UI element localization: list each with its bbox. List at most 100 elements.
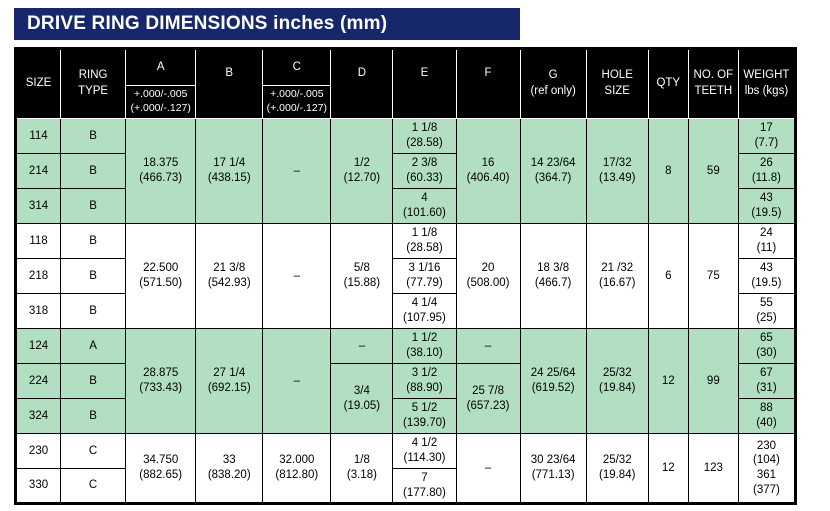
weight-cell: 55 (25) [737,293,797,329]
dim-d-cell: – [330,328,394,364]
table-row: 330 C 7 (177.80) [14,468,796,504]
weight-cell: 230 (104) 361 (377) [737,433,797,504]
dim-e-cell: 3 1/2 (88.90) [392,363,457,399]
weight-cell: 43 (19.5) [737,188,797,224]
col-header-d: D [330,48,394,119]
col-header-weight: WEIGHT lbs (kgs) [737,48,797,119]
col-header-a: A [125,48,197,86]
dim-b-cell: 17 1/4 (438.15) [195,118,264,224]
dim-g-cell: 18 3/8 (466.7) [519,223,587,329]
weight-cell: 26 (11.8) [737,153,797,189]
ring-type-cell: B [60,293,127,329]
table-row: 318 B 4 1/4 (107.95) 55 (25) [14,293,797,329]
ring-type-cell: A [60,328,127,364]
weight-cell: 43 (19.5) [737,258,797,294]
dim-f-cell: – [455,433,521,504]
size-cell: 224 [14,363,62,399]
dim-c-cell: 32.000 (812.80) [262,433,332,504]
table-row: 214 B 2 3/8 (60.33) 26 (11.8) [14,153,797,189]
col-header-c: C [262,48,332,86]
qty-cell: 6 [647,223,689,329]
dim-d-cell: 3/4 (19.05) [330,363,394,434]
hole-size-cell: 17/32 (13.49) [585,118,649,224]
dim-g-cell: 14 23/64 (364.7) [519,118,587,224]
weight-cell: 65 (30) [737,328,797,364]
table-row: 114 B 18.375 (466.73) 17 1/4 (438.15) – … [14,118,797,224]
table-row: 218 B 3 1/16 (77.79) 43 (19.5) [14,258,797,294]
weight-cell: 17 (7.7) [737,118,797,154]
dim-f-cell: 16 (406.40) [455,118,521,224]
qty-cell: 12 [647,328,689,434]
qty-cell: 8 [647,118,689,224]
dim-e-cell: 1 1/8 (28.58) [392,223,457,259]
weight-cell: 24 (11) [737,223,797,259]
dim-g-cell: 24 25/64 (619.52) [519,328,587,434]
size-cell: 118 [14,223,62,259]
size-cell: 318 [14,293,62,329]
col-header-qty: QTY [647,48,689,119]
size-cell: 330 [14,468,62,504]
dim-e-cell: 5 1/2 (139.70) [392,398,457,434]
hole-size-cell: 21 /32 (16.67) [585,223,649,329]
qty-cell: 12 [647,433,689,504]
dim-b-cell: 33 (838.20) [195,433,264,504]
col-header-no-of-teeth: NO. OF TEETH [687,48,739,119]
dim-a-cell: 22.500 (571.50) [125,223,197,329]
dim-d-cell: 1/8 (3.18) [330,433,394,504]
dim-d-cell: 5/8 (15.88) [330,223,394,329]
size-cell: 124 [14,328,62,364]
size-cell: 314 [14,188,62,224]
dim-a-cell: 34.750 (882.65) [125,433,197,504]
size-cell: 218 [14,258,62,294]
dim-e-cell: 1 1/8 (28.58) [392,118,457,154]
ring-type-cell: B [60,223,127,259]
dim-e-cell: 3 1/16 (77.79) [392,258,457,294]
table-row: 124 A 28.875 (733.43) 27 1/4 (692.15) – … [14,328,797,434]
table-row: 118 B 22.500 (571.50) 21 3/8 (542.93) – … [14,223,797,329]
ring-type-cell: C [60,433,127,469]
ring-type-cell: C [60,468,127,504]
ring-type-cell: B [60,153,127,189]
ring-type-cell: B [60,188,127,224]
dim-f-cell: 25 7/8 (657.23) [455,363,521,434]
hole-size-cell: 25/32 (19.84) [585,328,649,434]
size-cell: 230 [14,433,62,469]
col-header-c-tolerance: +.000/-.005 (+.000/-.127) [262,85,332,119]
ring-type-cell: B [60,398,127,434]
teeth-cell: 123 [687,433,739,504]
dim-e-cell: 1 1/2 (38.10) [392,328,457,364]
dim-c-cell: – [262,328,332,434]
dim-d-cell: 1/2 (12.70) [330,118,394,224]
col-header-hole-size: HOLE SIZE [585,48,649,119]
ring-type-cell: B [60,118,127,154]
dim-e-cell: 4 1/4 (107.95) [392,293,457,329]
dim-b-cell: 27 1/4 (692.15) [195,328,264,434]
table-row: 314 B 4 (101.60) 43 (19.5) [14,188,797,224]
dim-a-cell: 18.375 (466.73) [125,118,197,224]
dim-c-cell: – [262,118,332,224]
hole-size-cell: 25/32 (19.84) [585,433,649,504]
col-header-g: G (ref only) [519,48,587,119]
dim-e-cell: 4 1/2 (114.30) [392,433,457,469]
dim-e-cell: 4 (101.60) [392,188,457,224]
table-row: 324 B 5 1/2 (139.70) 88 (40) [14,398,797,434]
dim-c-cell: – [262,223,332,329]
teeth-cell: 75 [687,223,739,329]
dim-e-cell: 7 (177.80) [392,468,457,504]
size-cell: 114 [14,118,62,154]
title-bar: DRIVE RING DIMENSIONS inches (mm) [14,8,520,40]
dim-b-cell: 21 3/8 (542.93) [195,223,264,329]
dim-g-cell: 30 23/64 (771.13) [519,433,587,504]
teeth-cell: 99 [687,328,739,434]
dim-f-cell: – [455,328,521,364]
col-header-e: E [392,48,457,119]
dim-f-cell: 20 (508.00) [455,223,521,329]
ring-type-cell: B [60,258,127,294]
weight-cell: 88 (40) [737,398,797,434]
col-header-b: B [195,48,264,119]
dim-a-cell: 28.875 (733.43) [125,328,197,434]
size-cell: 214 [14,153,62,189]
page-title: DRIVE RING DIMENSIONS inches (mm) [27,13,388,34]
dim-e-cell: 2 3/8 (60.33) [392,153,457,189]
